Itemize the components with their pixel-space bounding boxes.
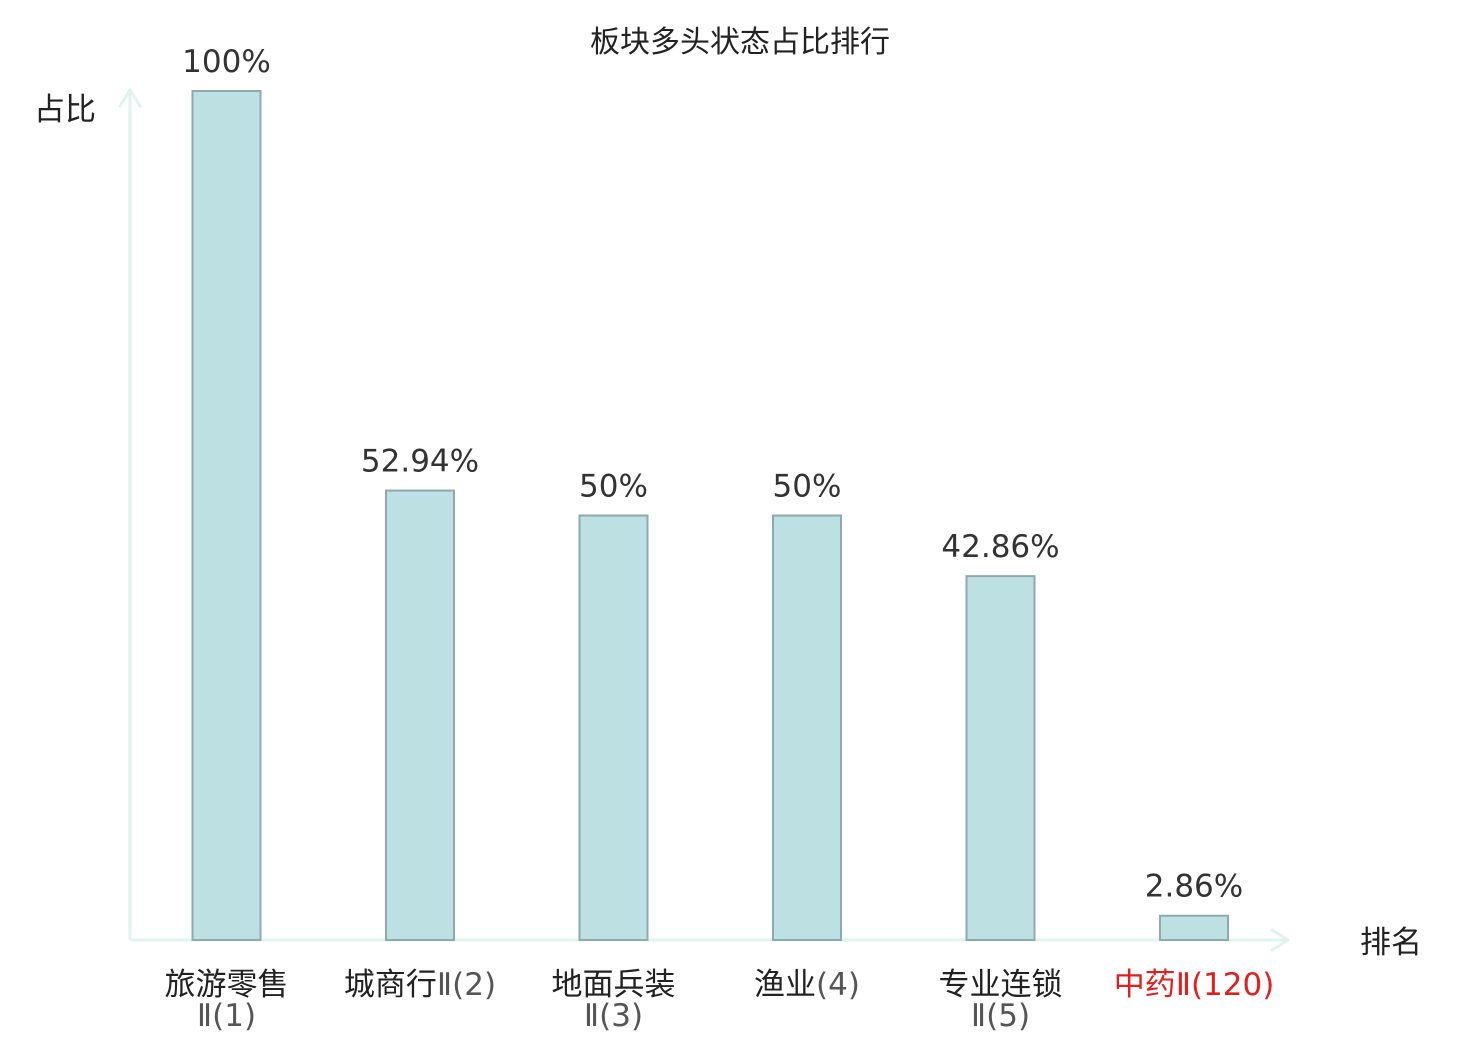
category-label: 旅游零售 — [165, 967, 289, 1003]
x-axis-title: 排名 — [1360, 925, 1422, 961]
category-label: 专业连锁 — [939, 967, 1063, 1003]
value-label: 2.86% — [1145, 869, 1243, 905]
category-rank-label: Ⅱ(3) — [584, 998, 643, 1034]
category-label: 城商行Ⅱ(2) — [344, 967, 496, 1003]
chart-title: 板块多头状态占比排行 — [590, 25, 890, 60]
category-label: 渔业(4) — [754, 967, 860, 1003]
category-rank-label: Ⅱ(1) — [197, 998, 256, 1034]
bar — [191, 90, 262, 941]
value-label: 52.94% — [361, 444, 479, 480]
bar — [578, 514, 649, 941]
category-name: 中药 — [1114, 967, 1176, 1003]
value-label: 100% — [182, 44, 271, 80]
bar — [772, 514, 842, 941]
bar — [1159, 914, 1229, 942]
category-label: 中药Ⅱ(120) — [1114, 967, 1275, 1003]
category-label: 地面兵装 — [552, 967, 676, 1003]
value-label: 50% — [773, 469, 842, 505]
value-labels: 100% 52.94% 50% 50% 42.86% 2.86% — [182, 44, 1243, 905]
axes — [118, 88, 1290, 952]
value-label: 50% — [579, 469, 648, 505]
x-axis-arrow — [1270, 928, 1290, 952]
bar — [385, 489, 455, 941]
category-rank: (4) — [816, 967, 860, 1003]
category-name: 城商行 — [344, 967, 437, 1003]
bar — [965, 575, 1036, 941]
category-rank: Ⅱ(120) — [1176, 967, 1275, 1003]
category-name: 渔业 — [754, 967, 816, 1003]
category-rank-label: Ⅱ(5) — [971, 998, 1030, 1034]
category-rank: Ⅱ(2) — [437, 967, 496, 1003]
y-axis-title: 占比 — [34, 92, 96, 128]
value-label: 42.86% — [941, 529, 1059, 565]
y-axis-arrow — [118, 88, 142, 108]
bars — [191, 90, 1229, 942]
